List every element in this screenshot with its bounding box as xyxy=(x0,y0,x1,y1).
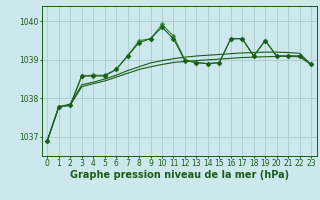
X-axis label: Graphe pression niveau de la mer (hPa): Graphe pression niveau de la mer (hPa) xyxy=(70,170,289,180)
